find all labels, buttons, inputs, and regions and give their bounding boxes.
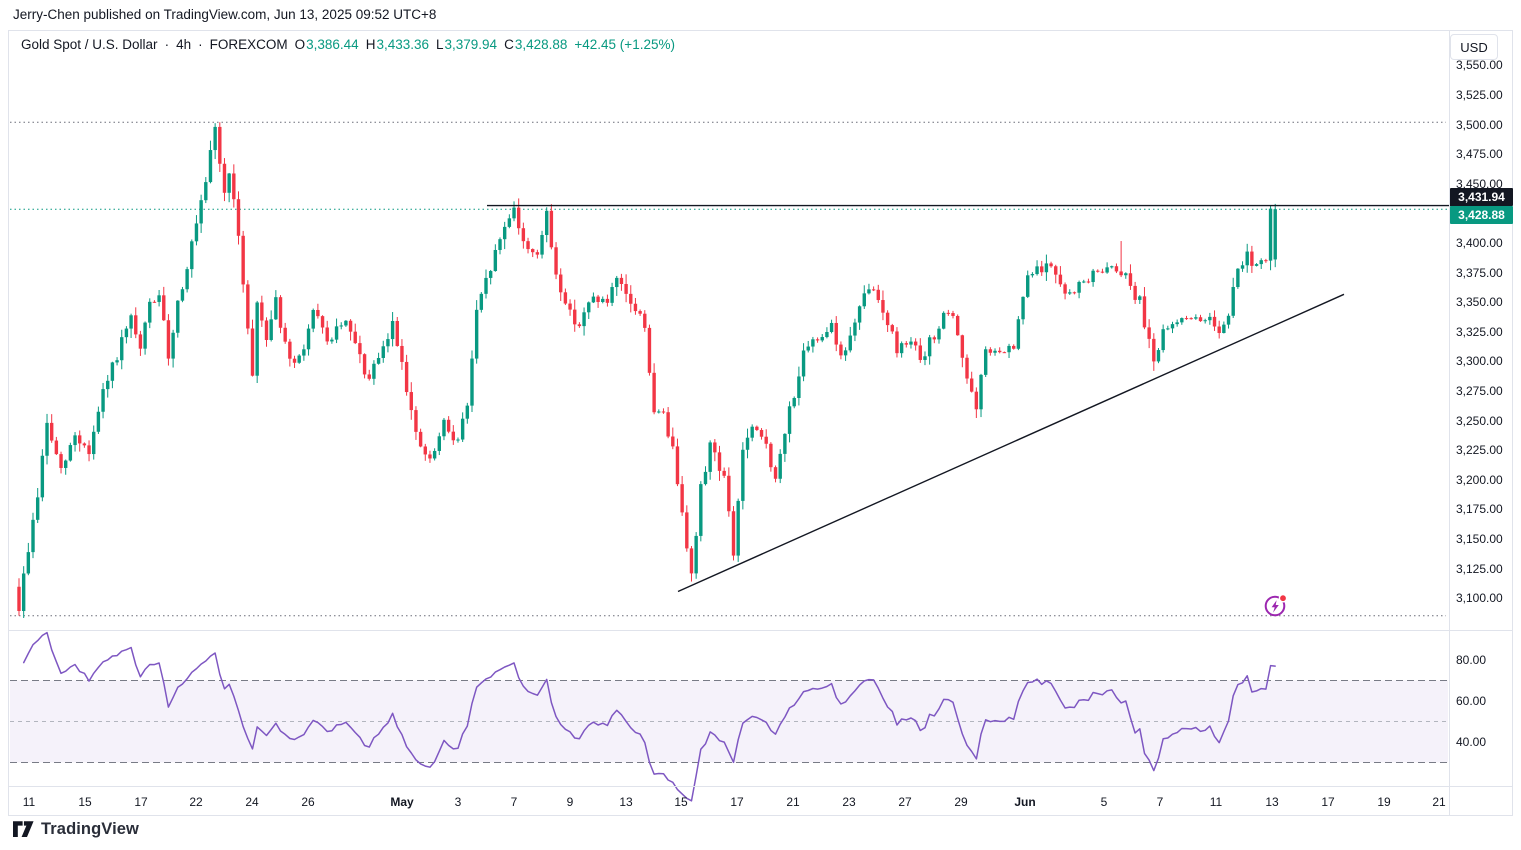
symbol-title: Gold Spot / U.S. Dollar <box>21 37 158 52</box>
trade-circle-icon <box>1264 595 1286 616</box>
time-axis-label: 13 <box>1265 795 1279 809</box>
time-axis-label: 21 <box>1432 795 1446 809</box>
separator-dot: · <box>164 37 170 52</box>
pane-separator-time <box>9 786 1512 787</box>
currency-toggle-button[interactable]: USD <box>1450 34 1498 60</box>
time-axis-label: 7 <box>510 795 518 809</box>
time-axis-label: 15 <box>674 795 688 809</box>
time-axis-label: 15 <box>78 795 92 809</box>
ohlc-open: O 3,386.44 <box>294 37 359 52</box>
ohlc-close: C 3,428.88 <box>504 37 568 52</box>
time-axis-label: 17 <box>730 795 744 809</box>
time-axis-label: 11 <box>1209 795 1223 809</box>
time-axis-label: 27 <box>898 795 912 809</box>
time-axis-label: 17 <box>134 795 148 809</box>
time-axis-label: 9 <box>566 795 574 809</box>
time-axis-label: 24 <box>245 795 259 809</box>
chart-card: Gold Spot / U.S. Dollar · 4h · FOREXCOM … <box>8 30 1513 816</box>
time-axis-label: 13 <box>619 795 633 809</box>
instant-trading-icon[interactable] <box>1263 593 1289 624</box>
candlestick-series <box>17 122 1277 618</box>
change-value: +42.45 (+1.25%) <box>574 37 675 52</box>
lightning-bolt-icon <box>1271 599 1280 613</box>
time-axis-label: 26 <box>301 795 315 809</box>
symbol-header: Gold Spot / U.S. Dollar · 4h · FOREXCOM … <box>21 37 675 52</box>
ascending-trendline <box>677 293 1345 593</box>
resistance-price-label: 3,431.94 <box>1450 187 1513 206</box>
rsi-line <box>22 631 1276 802</box>
time-axis-label: 29 <box>954 795 968 809</box>
tradingview-logo-text: TradingView <box>41 820 139 838</box>
time-axis-label: 7 <box>1156 795 1164 809</box>
pane-separator-rsi[interactable] <box>9 630 1512 631</box>
tradingview-logo[interactable]: TradingView <box>13 820 139 839</box>
time-axis-label: 17 <box>1321 795 1335 809</box>
notification-dot-icon <box>1278 593 1288 603</box>
price-axis-border <box>1449 31 1450 815</box>
tradingview-logo-icon <box>13 820 34 837</box>
last-price-label: 3,428.88 <box>1450 205 1513 224</box>
chart-canvas[interactable] <box>9 31 1512 815</box>
time-axis[interactable]: 11 15 17 22 24 26 May 3 7 9 13 15 17 21 23 27 29 Jun 5 7 11 1… <box>9 787 1449 815</box>
time-axis-label: 19 <box>1377 795 1391 809</box>
ohlc-low: L 3,379.94 <box>436 37 498 52</box>
time-axis-month-label: May <box>390 795 414 809</box>
ohlc-high: H 3,433.36 <box>365 37 429 52</box>
separator-dot: · <box>198 37 203 52</box>
attribution-text: Jerry-Chen published on TradingView.com,… <box>13 7 437 22</box>
interval-label: 4h <box>176 37 192 52</box>
time-axis-label: 11 <box>22 795 36 809</box>
time-axis-label: 23 <box>842 795 856 809</box>
time-axis-label: 3 <box>454 795 462 809</box>
time-axis-month-label: Jun <box>1014 795 1036 809</box>
exchange-label: FOREXCOM <box>209 37 288 52</box>
time-axis-label: 22 <box>189 795 203 809</box>
time-axis-label: 5 <box>1100 795 1108 809</box>
time-axis-label: 21 <box>786 795 800 809</box>
